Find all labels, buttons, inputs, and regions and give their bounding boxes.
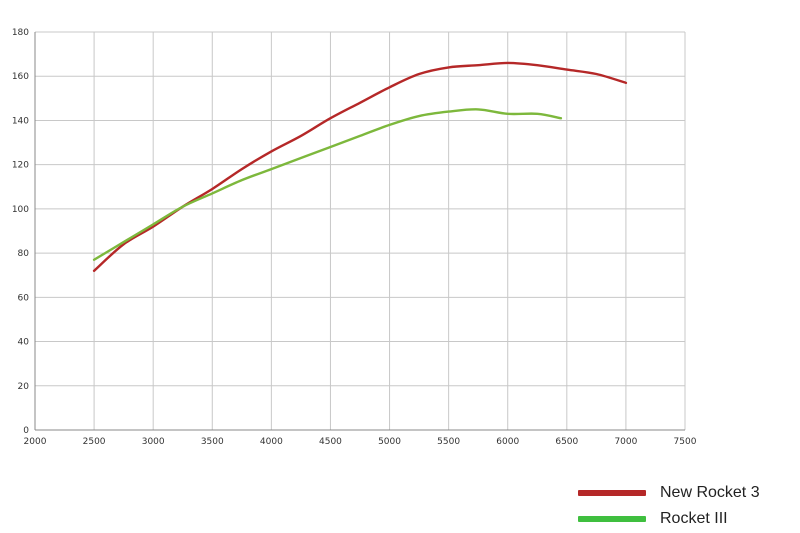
x-tick-label-4000: 4000 [260, 437, 283, 447]
chart-grid [34, 31, 686, 431]
x-tick-label-3500: 3500 [201, 437, 224, 447]
y-tick-label-140: 140 [12, 116, 29, 126]
y-tick-label-100: 100 [12, 205, 29, 215]
series-line-new-rocket-3 [92, 61, 628, 272]
y-tick-label-80: 80 [18, 249, 30, 259]
legend-label-new-rocket-3: New Rocket 3 [660, 484, 760, 501]
y-tick-label-0: 0 [23, 426, 29, 436]
x-tick-label-5000: 5000 [378, 437, 401, 447]
x-tick-label-6500: 6500 [555, 437, 578, 447]
legend-item-new-rocket-3: New Rocket 3 [578, 480, 760, 506]
x-tick-label-7500: 7500 [674, 437, 697, 447]
chart-legend: New Rocket 3 Rocket III [578, 480, 760, 532]
x-tick-label-5500: 5500 [437, 437, 460, 447]
legend-swatch-new-rocket-3 [578, 490, 646, 496]
y-tick-label-160: 160 [12, 72, 29, 82]
y-tick-label-20: 20 [18, 382, 30, 392]
y-tick-label-40: 40 [18, 338, 30, 348]
x-tick-label-2000: 2000 [24, 437, 47, 447]
x-tick-label-7000: 7000 [614, 437, 637, 447]
chart-axes [34, 32, 685, 431]
x-tick-label-3000: 3000 [142, 437, 165, 447]
x-tick-label-6000: 6000 [496, 437, 519, 447]
x-tick-label-4500: 4500 [319, 437, 342, 447]
x-tick-label-2500: 2500 [83, 437, 106, 447]
legend-item-rocket-iii: Rocket III [578, 506, 760, 532]
chart-series [92, 61, 628, 272]
legend-swatch-rocket-iii [578, 516, 646, 522]
y-tick-label-60: 60 [18, 293, 30, 303]
y-tick-label-180: 180 [12, 28, 29, 38]
legend-label-rocket-iii: Rocket III [660, 510, 728, 527]
series-line-rocket-iii [92, 108, 563, 261]
y-tick-label-120: 120 [12, 161, 29, 171]
chart-tick-labels: 2000 2500 3000 3500 4000 4500 5000 5500 6000 6500… [12, 28, 697, 447]
